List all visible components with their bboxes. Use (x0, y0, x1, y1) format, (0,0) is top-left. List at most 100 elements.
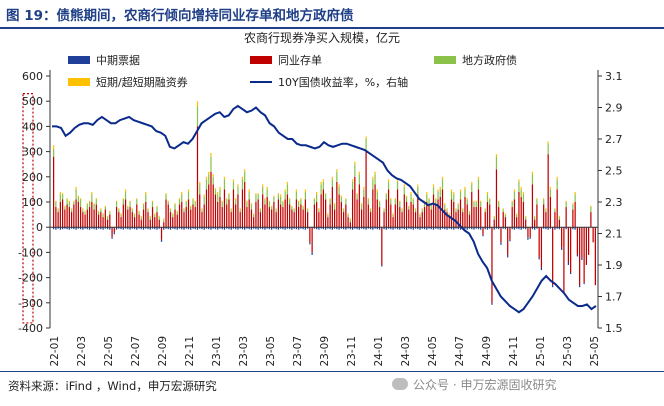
bar-ncd (333, 209, 336, 228)
bar-lgb (556, 179, 558, 190)
bar-mtn (340, 227, 342, 229)
bar-lgb (203, 196, 205, 205)
legend-label: 同业存单 (278, 53, 322, 67)
bar-lgb (133, 214, 136, 218)
bar-scp (363, 186, 365, 190)
bar-lgb (534, 217, 536, 220)
bar-mtn (88, 227, 91, 230)
bar-scp (93, 203, 95, 205)
bar-ncd (313, 204, 315, 228)
bar-ncd (289, 204, 291, 228)
bar-lgb (574, 194, 576, 202)
bar-mtn (147, 227, 149, 230)
bar-mtn (291, 227, 293, 230)
bar-ncd (419, 217, 421, 228)
bar-lgb (293, 209, 295, 213)
bar-lgb (572, 204, 574, 210)
bar-ncd (342, 212, 345, 228)
bar-ncd (61, 199, 64, 228)
bar-mtn (342, 227, 345, 230)
bar-ncd (205, 189, 208, 228)
bar-lgb (156, 207, 158, 213)
bar-ncd (246, 207, 248, 228)
bar-mtn (115, 227, 118, 230)
y-left-tick-label: -300 (18, 297, 43, 310)
bar-ncd (176, 214, 178, 228)
bar-mtn (55, 227, 57, 230)
y-right-tick-label: 2.7 (605, 133, 623, 146)
x-tick-label: 23-11 (346, 336, 358, 367)
bar-scp (372, 176, 374, 180)
bar-scp (394, 198, 396, 200)
bar-mtn (232, 227, 235, 229)
bar-ncd (549, 196, 552, 228)
bar-lgb (390, 199, 392, 205)
bar-ncd (131, 212, 133, 228)
bar-ncd (75, 199, 77, 228)
bar-scp (55, 200, 57, 202)
bar-mtn (459, 227, 462, 230)
bar-scp (140, 215, 142, 218)
bar-lgb (513, 191, 516, 200)
bar-scp (100, 208, 102, 210)
bar-ncd (536, 204, 538, 228)
bar-mtn (309, 242, 311, 245)
bar-ncd (293, 212, 295, 228)
bar-scp (219, 186, 221, 190)
bar-scp (513, 189, 516, 192)
bar-lgb (154, 214, 156, 218)
bar-ncd (273, 202, 275, 228)
bar-ncd (88, 207, 91, 228)
bar-mtn (482, 234, 484, 237)
bar-scp (448, 213, 450, 215)
bar-mtn (426, 227, 428, 230)
bar-scp (293, 208, 295, 210)
bar-lgb (345, 199, 347, 205)
bar-ncd (145, 202, 147, 228)
bar-lgb (77, 196, 79, 202)
x-tick-label: 22-07 (130, 336, 142, 367)
bar-ncd (174, 209, 176, 228)
bar-lgb (468, 212, 471, 215)
legend-label: 10Y国债收益率，%，右轴 (278, 75, 408, 89)
bar-scp (277, 193, 280, 195)
bar-ncd (248, 199, 250, 228)
bar-mtn (104, 227, 106, 229)
bar-mtn (259, 227, 262, 229)
bar-ncd (167, 204, 169, 228)
bar-mtn (151, 227, 154, 229)
bar-ncd (498, 207, 500, 228)
bar-lgb (280, 196, 282, 205)
bar-mtn (540, 267, 543, 271)
bar-scp (556, 176, 558, 180)
bar-ncd (320, 194, 322, 228)
bar-ncd (336, 181, 338, 228)
bar-ncd (448, 217, 450, 228)
bar-lgb (392, 214, 394, 218)
bar-lgb (217, 194, 219, 202)
bar-mtn (237, 227, 239, 230)
bar-lgb (304, 191, 307, 200)
bar-mtn (255, 227, 257, 230)
bar-ncd (507, 227, 509, 255)
bar-lgb (59, 194, 61, 202)
bar-scp (351, 179, 354, 182)
bar-scp (115, 200, 118, 202)
bar-mtn (466, 227, 468, 230)
bar-scp (304, 189, 307, 192)
bar-lgb (277, 194, 280, 200)
bar-mtn (504, 227, 507, 230)
bar-scp (543, 198, 545, 200)
bar-lgb (405, 196, 408, 202)
bar-mtn (302, 227, 304, 230)
bar-lgb (378, 202, 381, 208)
bar-lgb (549, 189, 552, 197)
bar-ncd (329, 204, 331, 228)
bar-lgb (410, 194, 412, 202)
bar-mtn (219, 227, 221, 229)
bar-ncd (432, 194, 435, 228)
bar-ncd (572, 209, 574, 228)
bar-lgb (435, 199, 437, 205)
bar-scp (109, 210, 111, 213)
